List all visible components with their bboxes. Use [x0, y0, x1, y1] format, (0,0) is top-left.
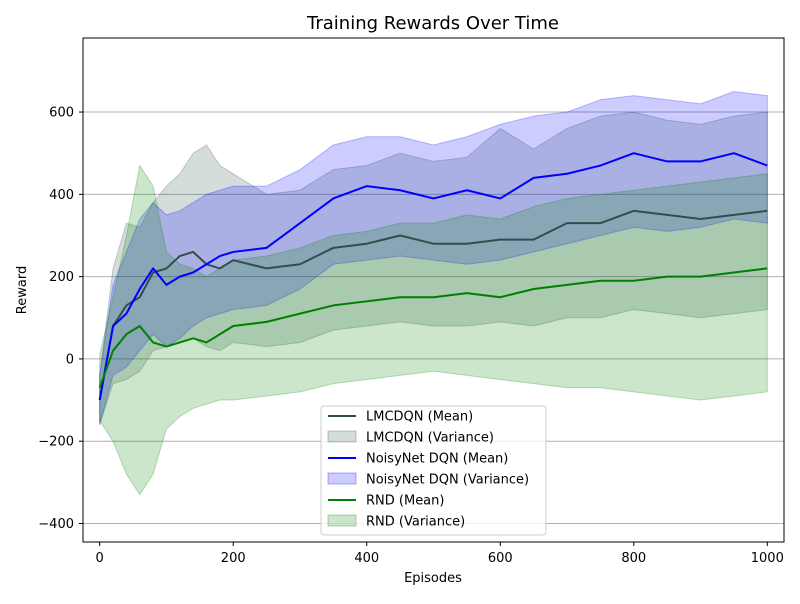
y-tick-label: 400 [49, 188, 74, 203]
y-tick-label: −200 [38, 435, 74, 450]
noisynet-dqn-mean-line [98, 152, 768, 401]
noisynet-dqn-variance-band [99, 90, 768, 425]
noisynet-dqn-mean-legend-label: NoisyNet DQN (Mean) [366, 452, 508, 467]
chart-title: Training Rewards Over Time [306, 13, 559, 34]
noisynet-dqn-variance-legend-swatch [327, 472, 357, 485]
y-tick-label: 600 [49, 106, 74, 121]
x-tick-label: 400 [354, 551, 379, 566]
x-tick-label: 1000 [751, 551, 784, 566]
lmcdqn-variance-legend-swatch [327, 430, 357, 443]
x-tick-label: 0 [96, 551, 104, 566]
x-axis-label: Episodes [404, 571, 462, 586]
x-axis-ticks: 0 200 400 600 800 1000 [96, 542, 784, 566]
y-tick-label: 0 [66, 352, 74, 367]
rnd-variance-legend-swatch [327, 514, 357, 527]
rnd-mean-legend-label: RND (Mean) [366, 494, 444, 509]
y-axis-ticks: −400 −200 0 200 400 600 [38, 106, 83, 532]
lmcdqn-variance-legend-label: LMCDQN (Variance) [366, 431, 494, 446]
x-tick-label: 200 [221, 551, 246, 566]
y-tick-label: 200 [49, 270, 74, 285]
lmcdqn-variance-band [99, 111, 768, 425]
variance-bands [99, 90, 768, 496]
noisynet-dqn-variance-legend-label: NoisyNet DQN (Variance) [366, 473, 529, 488]
legend-items: LMCDQN (Mean) LMCDQN (Variance) NoisyNet D… [327, 410, 529, 530]
plot-frame [82, 37, 785, 543]
rnd-mean-line [98, 267, 768, 389]
grid-lines [83, 111, 784, 524]
rnd-variance-legend-label: RND (Variance) [366, 515, 465, 530]
lmcdqn-mean-legend-label: LMCDQN (Mean) [366, 410, 473, 425]
mean-lines [98, 152, 768, 401]
lmcdqn-mean-line [98, 209, 768, 401]
legend: LMCDQN (Mean) LMCDQN (Variance) NoisyNet D… [320, 405, 547, 536]
y-axis-label: Reward [15, 266, 30, 314]
x-tick-label: 800 [621, 551, 646, 566]
legend-box [320, 405, 547, 536]
x-tick-label: 600 [488, 551, 513, 566]
y-tick-label: −400 [38, 517, 74, 532]
